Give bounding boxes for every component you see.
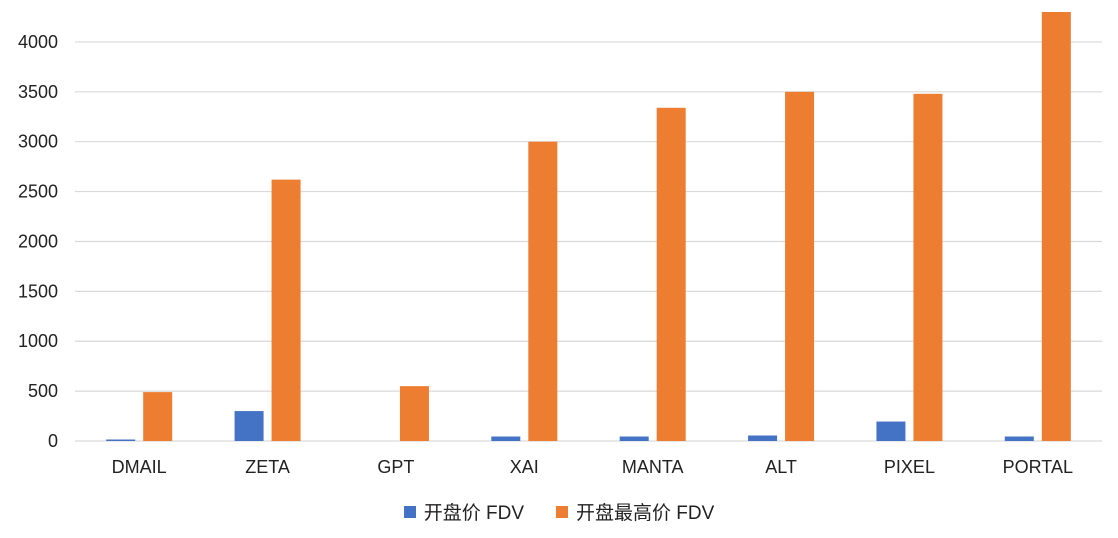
y-tick-label: 0 [48,431,58,451]
x-tick-label: ZETA [245,457,290,477]
bar-alt-series-1 [785,91,815,441]
y-tick-label: 500 [28,381,58,401]
legend-label-high-fdv: 开盘最高价 FDV [576,503,715,524]
bar-portal-series-0 [1004,436,1034,441]
bar-zeta-series-1 [271,179,301,441]
bar-zeta-series-0 [234,411,264,441]
x-tick-label: DMAIL [112,457,167,477]
bar-gpt-series-1 [399,386,429,441]
y-tick-label: 2000 [18,231,58,251]
legend: 开盘价 FDV 开盘最高价 FDV [0,498,1118,525]
x-tick-label: XAI [510,457,539,477]
bars [106,12,1071,442]
y-tick-label: 3000 [18,132,58,152]
legend-item-open-fdv: 开盘价 FDV [403,498,524,525]
x-tick-label: PIXEL [884,457,935,477]
y-tick-label: 1500 [18,281,58,301]
bar-pixel-series-0 [876,421,906,441]
bar-xai-series-1 [528,141,558,441]
y-tick-label: 1000 [18,331,58,351]
bar-chart: 0 500 1000 1500 2000 2500 3000 3500 4000 DMAIL ZE… [18,12,1102,477]
bar-dmail-series-1 [143,392,173,441]
legend-swatch-open-fdv [403,505,416,518]
y-tick-label: 2500 [18,182,58,202]
x-tick-label: MANTA [622,457,684,477]
bar-xai-series-0 [491,436,521,441]
bar-portal-series-1 [1041,12,1071,441]
y-tick-label: 3500 [18,82,58,102]
x-tick-label: GPT [377,457,414,477]
y-tick-label: 4000 [18,32,58,52]
x-tick-label: ALT [765,457,797,477]
legend-swatch-high-fdv [556,505,568,518]
bar-pixel-series-1 [913,93,943,442]
legend-item-high-fdv: 开盘最高价 FDV [556,498,714,525]
bar-alt-series-0 [748,435,778,441]
bar-manta-series-1 [656,107,686,442]
bar-dmail-series-0 [106,439,136,441]
y-axis-ticks: 0 500 1000 1500 2000 2500 3000 3500 4000 [18,32,58,451]
bar-manta-series-0 [619,436,649,441]
x-tick-label: PORTAL [1003,457,1073,477]
x-axis-ticks: DMAIL ZETA GPT XAI MANTA ALT PIXEL PORTAL [112,457,1073,477]
gridlines [75,41,1102,442]
legend-label-open-fdv: 开盘价 FDV [423,503,524,524]
